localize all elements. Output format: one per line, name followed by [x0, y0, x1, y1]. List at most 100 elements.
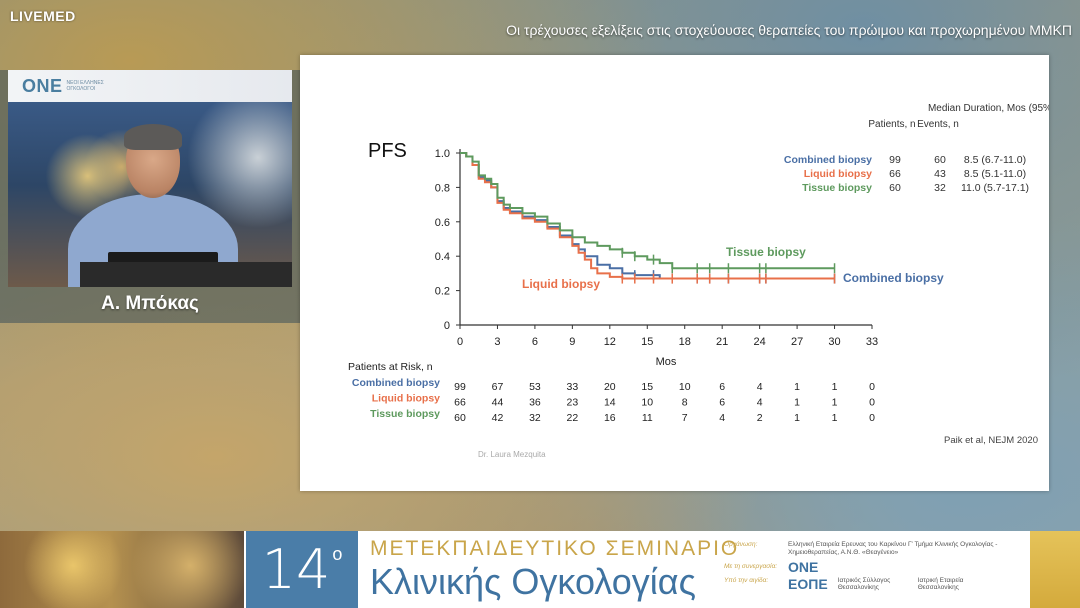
seminar-banner: 14 ο ΜΕΤΕΚΠΑΙΔΕΥΤΙΚΟ ΣΕΜΙΝΑΡΙΟ Κλινικής …: [0, 531, 1080, 608]
one-logo-subtitle: ΝΕΟΙ ΕΛΛΗΝΕΣ ΟΓΚΟΛΟΓΟΙ: [66, 80, 104, 92]
at-risk-value: 53: [529, 381, 541, 393]
legend-median: 11.0 (5.7-17.1): [961, 182, 1029, 194]
legend-events: 43: [934, 168, 946, 180]
x-tick-label: 21: [716, 336, 728, 348]
at-risk-value: 0: [869, 381, 875, 393]
medical-society-logo: Ιατρική Εταιρεία Θεσσαλονίκης: [917, 577, 964, 591]
at-risk-value: 11: [642, 412, 653, 424]
at-risk-value: 14: [604, 397, 616, 409]
banner-title: ΜΕΤΕΚΠΑΙΔΕΥΤΙΚΟ ΣΕΜΙΝΑΡΙΟ Κλινικής Ογκολ…: [370, 537, 739, 603]
at-risk-value: 4: [757, 397, 763, 409]
banner-organizers: Οργάνωση: Ελληνική Εταιρεία Ερευνας του …: [724, 541, 1024, 597]
at-risk-value: 1: [832, 381, 838, 393]
y-tick-label: 0.8: [435, 182, 450, 194]
legend-label: Combined biopsy: [784, 154, 872, 166]
at-risk-value: 6: [719, 397, 725, 409]
speaker-camera-feed: [8, 102, 292, 287]
banner-title-line1: ΜΕΤΕΚΠΑΙΔΕΥΤΙΚΟ ΣΕΜΙΝΑΡΙΟ: [370, 537, 740, 560]
at-risk-value: 6: [719, 381, 725, 393]
at-risk-value: 60: [454, 412, 466, 424]
at-risk-value: 1: [794, 397, 800, 409]
km-curve-tissue-biopsy: [460, 152, 835, 270]
at-risk-value: 4: [757, 381, 763, 393]
chart-title: PFS: [368, 140, 407, 162]
x-tick-label: 30: [828, 336, 840, 348]
speaker-name: Α. Μπόκας: [101, 293, 199, 314]
at-risk-value: 44: [492, 397, 504, 409]
tissue-curve-label: Tissue biopsy: [726, 245, 806, 259]
slide-credit: Dr. Laura Mezquita: [478, 450, 546, 459]
combined-curve-label: Combined biopsy: [843, 271, 944, 285]
at-risk-value: 20: [604, 381, 616, 393]
presentation-slide: PFS 0 0.2 0.4 0.6 0.8 1.0 0 3 6 9 12 15 18 21 24 27 30 33 M…: [300, 55, 1049, 491]
banner-artwork: [0, 531, 244, 608]
at-risk-value: 4: [719, 412, 725, 424]
y-tick-label: 0: [444, 320, 450, 332]
org-label: Οργάνωση:: [724, 541, 758, 548]
at-risk-value: 8: [682, 397, 688, 409]
legend-median: 8.5 (5.1-11.0): [964, 168, 1026, 180]
at-risk-value: 23: [567, 397, 579, 409]
at-risk-value: 66: [454, 397, 466, 409]
at-risk-value: 1: [832, 397, 838, 409]
at-risk-value: 0: [869, 412, 875, 424]
x-axis-label: Mos: [656, 356, 677, 368]
legend-median: 8.5 (6.7-11.0): [964, 154, 1026, 166]
x-tick-label: 15: [641, 336, 653, 348]
podium: [80, 262, 292, 287]
presentation-title: Οι τρέχουσες εξελίξεις στις στοχεύουσες …: [506, 22, 1072, 38]
aegis-label: Υπό την αιγίδα:: [724, 577, 769, 584]
at-risk-value: 15: [641, 381, 653, 393]
at-risk-title: Patients at Risk, n: [348, 361, 433, 373]
x-tick-label: 3: [494, 336, 500, 348]
x-tick-label: 0: [457, 336, 463, 348]
at-risk-value: 99: [454, 381, 466, 393]
x-tick-label: 18: [679, 336, 691, 348]
at-risk-value: 1: [794, 381, 800, 393]
x-tick-label: 27: [791, 336, 803, 348]
legend-patients: 99: [889, 154, 901, 166]
at-risk-value: 42: [492, 412, 504, 424]
y-tick-label: 0.2: [435, 286, 450, 298]
medical-association-logo: Ιατρικός Σύλλογος Θεσσαλονίκης: [837, 577, 891, 591]
edition-ordinal: ο: [332, 544, 343, 564]
y-tick-label: 0.4: [435, 251, 450, 263]
at-risk-value: 1: [794, 412, 800, 424]
org-value: Ελληνική Εταιρεία Ερευνας του Καρκίνου Γ…: [788, 541, 998, 556]
legend-events: 60: [934, 154, 946, 166]
at-risk-row-label: Liquid biopsy: [372, 393, 440, 405]
x-tick-label: 6: [532, 336, 538, 348]
at-risk-row-label: Combined biopsy: [352, 377, 440, 389]
speaker-video-panel: ONE ΝΕΟΙ ΕΛΛΗΝΕΣ ΟΓΚΟΛΟΓΟΙ Α. Μπόκας: [0, 70, 300, 323]
x-tick-label: 12: [604, 336, 616, 348]
one-logo: ONE: [22, 75, 63, 96]
at-risk-value: 36: [529, 397, 541, 409]
at-risk-value: 22: [567, 412, 579, 424]
at-risk-value: 7: [682, 412, 688, 424]
speaker-logo-bar: ONE ΝΕΟΙ ΕΛΛΗΝΕΣ ΟΓΚΟΛΟΓΟΙ: [8, 70, 292, 102]
at-risk-row-label: Tissue biopsy: [370, 408, 440, 420]
banner-title-line2: Κλινικής Ογκολογίας: [370, 561, 696, 602]
collab-logo: ONE: [788, 559, 819, 575]
at-risk-value: 1: [832, 412, 838, 424]
banner-gold-accent: [1030, 531, 1080, 608]
legend-label: Liquid biopsy: [804, 168, 872, 180]
edition-number: 14: [261, 538, 331, 601]
at-risk-value: 2: [757, 412, 763, 424]
legend-patients: 66: [889, 168, 901, 180]
at-risk-value: 16: [604, 412, 616, 424]
col-header-median: Median Duration, Mos (95% CI): [928, 103, 1049, 114]
at-risk-value: 0: [869, 397, 875, 409]
slide-citation: Paik et al, NEJM 2020: [944, 435, 1038, 446]
col-header-patients: Patients, n: [868, 119, 915, 130]
col-header-events: Events, n: [917, 119, 959, 130]
at-risk-value: 32: [529, 412, 541, 424]
legend-events: 32: [934, 182, 946, 194]
at-risk-value: 10: [679, 381, 691, 393]
at-risk-value: 10: [641, 397, 653, 409]
x-tick-label: 24: [754, 336, 766, 348]
speaker-hair: [124, 124, 182, 150]
collab-label: Με τη συνεργασία:: [724, 563, 778, 570]
at-risk-value: 33: [567, 381, 579, 393]
